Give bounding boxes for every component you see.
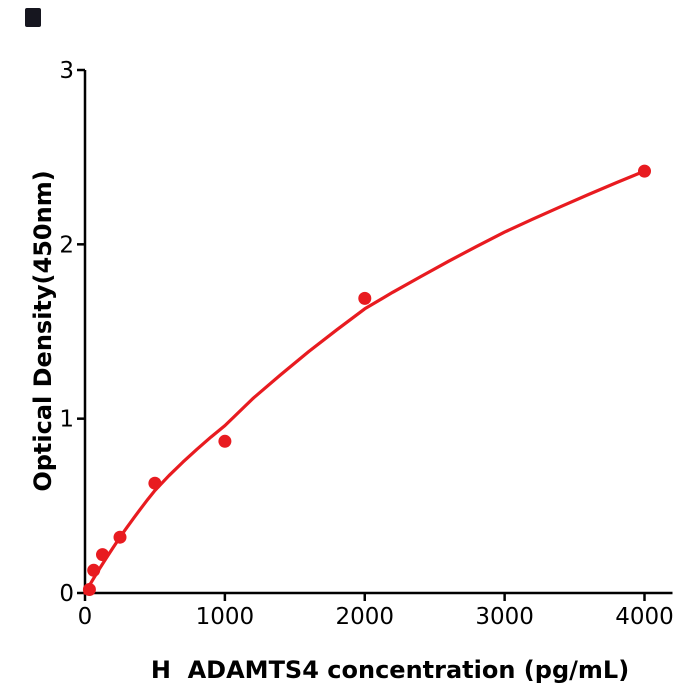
data-point — [82, 583, 96, 596]
y-axis-tick-label: 0 — [59, 581, 74, 607]
x-axis-tick-label: 1000 — [196, 604, 255, 630]
corner-mark — [25, 8, 41, 27]
data-point — [87, 563, 101, 577]
x-axis-tick-label: 3000 — [475, 604, 534, 630]
y-axis-tick-label: 1 — [59, 407, 74, 433]
data-point — [96, 548, 109, 562]
y-axis-title: Optical Density(450nm) — [29, 170, 57, 491]
x-axis-tick-label: 2000 — [335, 604, 394, 630]
axes: 0 1000 2000 3000 4000 0 1 2 3 — [59, 58, 673, 630]
y-axis-tick-label: 2 — [59, 232, 74, 258]
data-point — [148, 476, 162, 490]
data-point — [113, 530, 127, 544]
plot-area — [82, 164, 651, 596]
x-axis-tick-label: 0 — [78, 604, 93, 630]
data-point — [638, 164, 651, 178]
y-axis-tick-label: 3 — [59, 58, 74, 84]
x-axis-tick-label: 4000 — [615, 604, 674, 630]
fit-curve-line — [83, 169, 647, 595]
data-point — [218, 434, 232, 448]
x-axis-title: H ADAMTS4 concentration (pg/mL) — [151, 656, 629, 684]
data-point — [358, 291, 372, 305]
axis-spines — [83, 70, 673, 595]
